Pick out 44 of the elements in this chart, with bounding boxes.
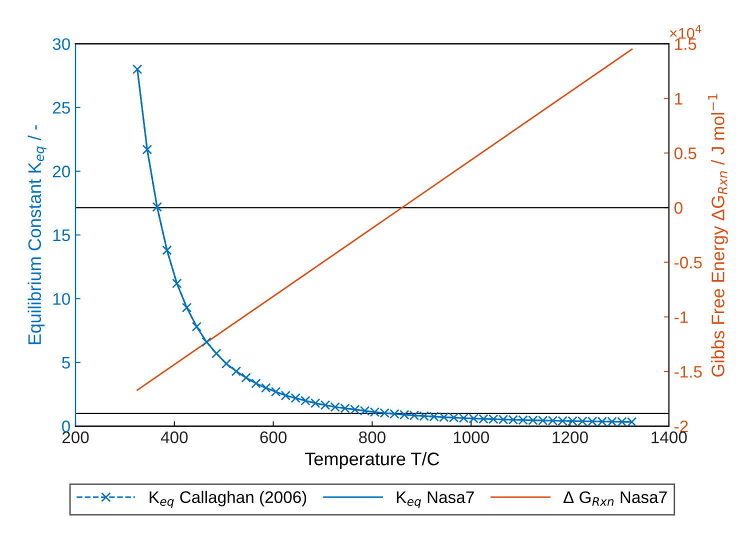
x-tick-label: 1400	[652, 431, 687, 444]
y-tick-label: 0	[62, 420, 70, 432]
y2-tick-label: -2	[674, 420, 688, 432]
point	[132, 64, 142, 74]
point	[202, 337, 212, 347]
y-tick-label: 30	[52, 38, 70, 50]
y2-tick-label: 1	[675, 92, 682, 104]
y-tick-label: 15	[53, 230, 70, 242]
point	[192, 322, 202, 332]
point	[241, 372, 251, 383]
y2-tick-label: -1.5	[674, 366, 702, 378]
x-tick-label: 1200	[552, 431, 588, 444]
point	[142, 144, 152, 154]
point	[221, 358, 232, 369]
y-tick-label: 25	[52, 102, 70, 114]
point	[231, 366, 242, 376]
x-tick-label: 1000	[454, 431, 490, 444]
y2-tick-label: 0.5	[674, 147, 696, 160]
point	[212, 348, 222, 358]
y2-tick-label: 0	[674, 202, 682, 214]
y2-axis-title: Gibbs Free Energy ΔG$_{Rxn}$ / J mol$^{−1}$	[708, 94, 728, 377]
y-tick-label: 10	[53, 293, 70, 305]
legend-label: Δ G$_{Rxn}$ Nasa7	[564, 491, 667, 506]
y-tick-label: 5	[62, 356, 70, 369]
point	[182, 302, 192, 312]
y-axis-title: Equilibrium Constant K$_{eq}$ / -	[28, 125, 46, 344]
x-tick-label: 200	[62, 431, 89, 444]
text: ×10$^{4}$	[670, 24, 702, 39]
point	[270, 386, 281, 397]
y2-tick-label: 1.5	[675, 38, 696, 50]
point	[251, 378, 261, 388]
y-tick-label: 20	[52, 166, 70, 178]
x-tick-label: 600	[260, 431, 287, 444]
legend-label: K$_{eq}$ Callaghan (2006)	[150, 490, 306, 508]
x-tick-label: 400	[160, 431, 188, 444]
point	[152, 202, 162, 212]
y2-tick-label: -1	[674, 311, 688, 323]
y2-tick-label: -0.5	[674, 256, 702, 268]
x-tick-label: 800	[359, 431, 386, 444]
point	[162, 245, 172, 256]
legend-label: K$_{eq}$ Nasa7	[396, 492, 474, 508]
point	[261, 383, 271, 393]
point	[172, 278, 182, 288]
x-axis-title: Temperature T/C	[305, 452, 440, 469]
